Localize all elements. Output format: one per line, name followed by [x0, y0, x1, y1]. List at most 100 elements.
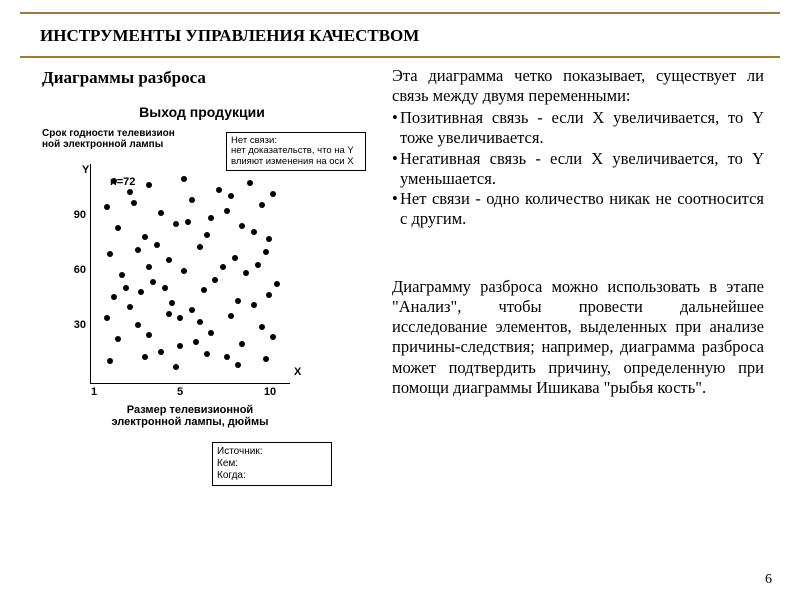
scatter-point — [232, 255, 238, 261]
bullet-item: Негативная связь - если X увеличивается,… — [392, 149, 764, 189]
scatter-point — [173, 364, 179, 370]
scatter-point — [224, 354, 230, 360]
scatter-point — [204, 232, 210, 238]
scatter-point — [169, 300, 175, 306]
scatter-point — [104, 315, 110, 321]
scatter-point — [208, 215, 214, 221]
scatter-point — [251, 229, 257, 235]
scatter-point — [146, 264, 152, 270]
scatter-point — [119, 272, 125, 278]
y-tick-label: 90 — [56, 209, 86, 221]
scatter-point — [220, 264, 226, 270]
scatter-point — [104, 204, 110, 210]
paragraph-2: Диаграмму разброса можно использовать в … — [392, 277, 764, 398]
scatter-point — [263, 249, 269, 255]
scatter-point — [263, 356, 269, 362]
scatter-point — [177, 315, 183, 321]
scatter-point — [235, 362, 241, 368]
bullet-item: Позитивная связь - если X увеличивается,… — [392, 108, 764, 148]
scatter-point — [111, 294, 117, 300]
bullet-list: Позитивная связь - если X увеличивается,… — [392, 108, 764, 229]
x-axis-letter: X — [294, 366, 301, 378]
source-box: Источник: Кем: Когда: — [212, 442, 332, 486]
scatter-point — [255, 262, 261, 268]
scatter-point — [135, 322, 141, 328]
scatter-point — [189, 197, 195, 203]
scatter-point — [270, 334, 276, 340]
scatter-point — [158, 349, 164, 355]
source-line: Когда: — [217, 470, 327, 482]
right-column: Эта диаграмма четко показывает, существу… — [392, 66, 764, 398]
scatter-point — [259, 324, 265, 330]
scatter-point — [204, 351, 210, 357]
bullet-item: Нет связи - одно количество никак не соо… — [392, 189, 764, 229]
scatter-point — [243, 270, 249, 276]
scatter-point — [115, 225, 121, 231]
scatter-point — [166, 311, 172, 317]
scatter-point — [142, 234, 148, 240]
scatter-point — [197, 244, 203, 250]
left-column: Диаграммы разброса Выход продукции Срок … — [42, 68, 382, 474]
scatter-point — [127, 304, 133, 310]
scatter-point — [111, 178, 117, 184]
scatter-point — [181, 268, 187, 274]
scatter-point — [181, 176, 187, 182]
scatter-point — [247, 180, 253, 186]
scatter-chart: Выход продукции Срок годности телевизион… — [42, 104, 362, 474]
scatter-point — [107, 358, 113, 364]
y-axis-title: Срок годности телевизион ной электронной… — [42, 128, 182, 150]
scatter-point — [270, 191, 276, 197]
y-tick-label: 60 — [56, 264, 86, 276]
plot-area — [90, 164, 290, 384]
top-rule — [20, 12, 780, 14]
chart-title: Выход продукции — [42, 104, 362, 120]
scatter-point — [185, 219, 191, 225]
scatter-point — [239, 341, 245, 347]
scatter-subtitle: Диаграммы разброса — [42, 68, 382, 88]
scatter-point — [228, 313, 234, 319]
scatter-point — [224, 208, 230, 214]
scatter-point — [239, 223, 245, 229]
intro-text: Эта диаграмма четко показывает, существу… — [392, 66, 764, 106]
scatter-point — [212, 277, 218, 283]
scatter-point — [235, 298, 241, 304]
scatter-point — [158, 210, 164, 216]
scatter-point — [166, 257, 172, 263]
scatter-point — [274, 281, 280, 287]
scatter-point — [201, 287, 207, 293]
scatter-point — [197, 319, 203, 325]
x-tick-label: 10 — [260, 386, 280, 398]
x-tick-label: 1 — [84, 386, 104, 398]
scatter-point — [138, 289, 144, 295]
scatter-point — [228, 193, 234, 199]
page-title: ИНСТРУМЕНТЫ УПРАВЛЕНИЯ КАЧЕСТВОМ — [40, 26, 419, 46]
page-number: 6 — [765, 572, 772, 588]
scatter-point — [146, 182, 152, 188]
scatter-point — [259, 202, 265, 208]
scatter-point — [216, 187, 222, 193]
scatter-point — [208, 330, 214, 336]
under-title-rule — [20, 56, 780, 58]
scatter-point — [193, 339, 199, 345]
scatter-point — [107, 251, 113, 257]
x-axis-title: Размер телевизионной электронной лампы, … — [100, 404, 280, 428]
scatter-point — [177, 343, 183, 349]
scatter-point — [146, 332, 152, 338]
scatter-point — [131, 200, 137, 206]
scatter-point — [135, 247, 141, 253]
scatter-point — [266, 292, 272, 298]
scatter-point — [115, 336, 121, 342]
scatter-point — [173, 221, 179, 227]
scatter-point — [266, 236, 272, 242]
x-tick-label: 5 — [170, 386, 190, 398]
source-line: Кем: — [217, 458, 327, 470]
scatter-point — [162, 285, 168, 291]
scatter-point — [154, 242, 160, 248]
scatter-point — [123, 285, 129, 291]
scatter-point — [189, 307, 195, 313]
scatter-point — [150, 279, 156, 285]
source-line: Источник: — [217, 446, 327, 458]
scatter-point — [142, 354, 148, 360]
scatter-point — [251, 302, 257, 308]
y-tick-label: 30 — [56, 319, 86, 331]
